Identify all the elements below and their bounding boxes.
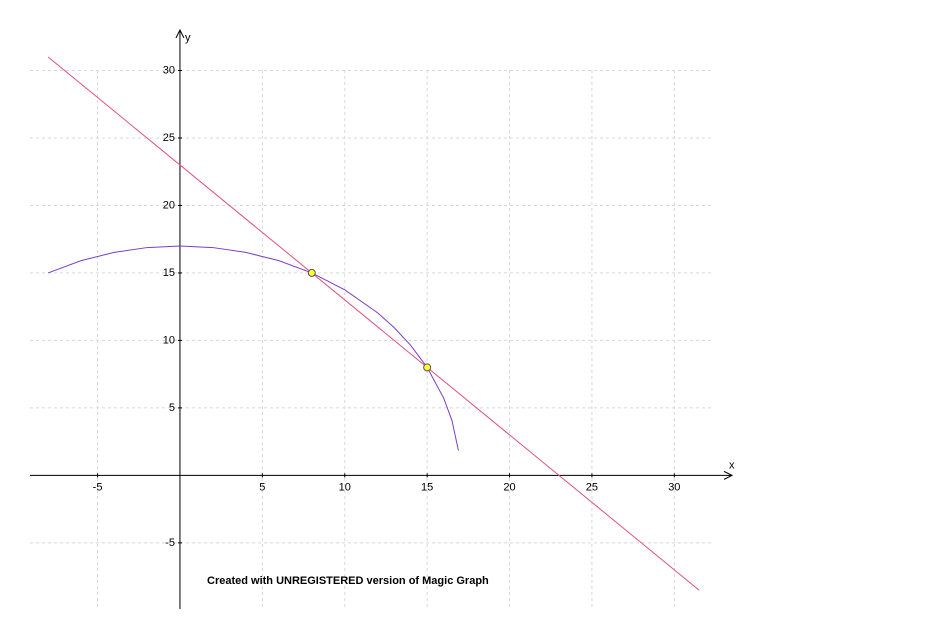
- x-tick-label: 30: [668, 481, 680, 493]
- watermark: Created with UNREGISTERED version of Mag…: [207, 575, 489, 587]
- x-tick-label: 5: [259, 481, 265, 493]
- point-marker: [423, 363, 432, 372]
- y-axis-label: y: [185, 32, 191, 44]
- x-tick-label: 25: [586, 481, 598, 493]
- y-tick-label: 20: [163, 199, 175, 211]
- y-tick-label: 25: [163, 132, 175, 144]
- x-tick-label: 15: [421, 481, 433, 493]
- y-tick-label: 10: [163, 334, 175, 346]
- curve: [47, 56, 700, 591]
- x-tick-label: 20: [503, 481, 515, 493]
- x-axis-arrow: [723, 470, 734, 480]
- y-tick-label: -5: [165, 537, 175, 549]
- x-axis-label: x: [729, 459, 735, 471]
- y-tick-label: 5: [169, 402, 175, 414]
- x-tick-label: 10: [339, 481, 351, 493]
- y-axis-arrow: [175, 28, 185, 39]
- y-tick-label: 15: [163, 267, 175, 279]
- x-tick-label: -5: [93, 481, 103, 493]
- point-marker: [307, 268, 316, 277]
- y-tick-label: 30: [163, 64, 175, 76]
